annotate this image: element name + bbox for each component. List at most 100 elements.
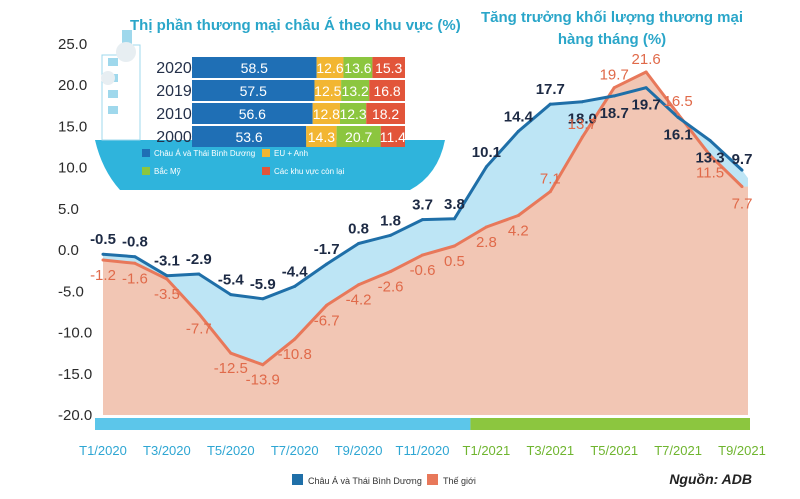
world-point: [580, 135, 584, 139]
asia-data-label: -0.8: [122, 234, 148, 251]
asia-point: [325, 262, 329, 266]
inset-cell: [343, 57, 373, 78]
inset-cell: [192, 103, 313, 124]
ship-window-icon: [108, 58, 118, 66]
x-tick-label: T7/2021: [654, 443, 702, 458]
inset-cell-value: 58.5: [241, 60, 268, 76]
inset-cell-value: 53.6: [235, 129, 262, 145]
inset-cell-value: 12.3: [339, 106, 366, 122]
inset-year-label: 2010: [156, 106, 192, 123]
asia-point: [101, 252, 105, 256]
gear-icon: [101, 71, 115, 85]
world-point: [261, 363, 265, 367]
asia-point: [133, 255, 137, 259]
asia-data-label: 10.1: [472, 144, 501, 161]
inset-cell-value: 12.6: [316, 60, 343, 76]
world-data-label: -13.9: [246, 372, 280, 389]
inset-cell-value: 13.2: [342, 83, 369, 99]
x-axis: T1/2020 T3/2020 T5/2020 T7/2020 T9/2020 T11/2…: [79, 418, 766, 458]
world-data-label: 16.5: [663, 93, 692, 110]
y-tick-label: 5.0: [58, 201, 79, 218]
x-tick-label: T3/2021: [526, 443, 574, 458]
asia-data-label: 18.0: [568, 111, 597, 128]
asia-data-label: 0.8: [348, 221, 369, 238]
inset-cell-value: 12.5: [314, 83, 341, 99]
inset-legend-swatch: [142, 167, 150, 175]
y-tick-label: 15.0: [58, 118, 87, 135]
inset-cell: [192, 126, 307, 147]
world-data-label: -1.6: [122, 270, 148, 287]
asia-point: [484, 165, 488, 169]
inset-cell: [341, 80, 370, 101]
world-data-label: 21.6: [632, 51, 661, 68]
inset-cell: [314, 80, 342, 101]
inset-cell-value: 56.6: [239, 106, 266, 122]
asia-point: [229, 293, 233, 297]
inset-cell: [336, 126, 381, 147]
inset-legend-label: Các khu vực còn lại: [274, 167, 344, 176]
inset-cell: [369, 80, 405, 101]
ship-window-icon: [108, 90, 118, 98]
area-fills: [103, 72, 748, 415]
world-point: [676, 112, 680, 116]
legend-label-asia: Châu Á và Thái Bình Dương: [308, 476, 422, 486]
data-labels: -0.5 -0.8 -3.1 -2.9 -5.4 -5.9 -4.4 -1.7 0.8 1.8 3.…: [90, 51, 752, 389]
chart-legend: Châu Á và Thái Bình Dương Thế giới: [292, 474, 476, 486]
inset-year-label: 2020: [156, 60, 192, 77]
y-tick-label: 0.0: [58, 242, 79, 259]
inset-cell-value: 12.8: [313, 106, 340, 122]
asia-point: [452, 217, 456, 221]
asia-data-label: -3.1: [154, 253, 180, 270]
world-data-label: -0.6: [410, 262, 436, 279]
asia-point: [421, 218, 424, 222]
world-point: [421, 253, 424, 257]
inset-legend-swatch: [262, 167, 270, 175]
asia-point: [676, 115, 680, 119]
y-tick-label: -20.0: [58, 407, 92, 424]
inset-cell-value: 18.2: [372, 106, 399, 122]
asia-point: [644, 86, 648, 90]
asia-point: [740, 168, 744, 172]
chart-title-line2: hàng tháng (%): [558, 31, 666, 48]
source-note: Nguồn: ADB: [669, 471, 752, 487]
world-point: [325, 303, 329, 307]
world-point: [293, 337, 297, 341]
world-data-label: 2.8: [476, 234, 497, 251]
x-tick-label: T9/2020: [335, 443, 383, 458]
world-data-label: -1.2: [90, 267, 116, 284]
inset-cell: [316, 57, 344, 78]
inset-cell-value: 20.7: [345, 129, 372, 145]
world-area: [103, 72, 748, 415]
asia-point: [197, 272, 201, 276]
world-data-label: 7.7: [732, 196, 753, 213]
world-data-label: -7.7: [186, 321, 212, 338]
inset-cell: [312, 103, 340, 124]
x-tick-label: T5/2020: [207, 443, 255, 458]
asia-data-label: 1.8: [380, 212, 401, 229]
share-table: 2020 58.5 12.6 13.6 15.3 2019 57.5 12.5 13.2 16.8…: [156, 57, 406, 147]
asia-data-label: 3.8: [444, 196, 465, 213]
inset-legend-label: Bắc Mỹ: [154, 167, 181, 176]
x-tick-label: T1/2021: [463, 443, 511, 458]
inset-cell-value: 11.4: [380, 129, 406, 145]
asia-data-label: 9.7: [732, 151, 753, 168]
x-tick-label: T3/2020: [143, 443, 191, 458]
asia-data-label: -4.4: [282, 263, 309, 280]
world-data-label: 7.1: [540, 171, 561, 188]
inset-legend: Châu Á và Thái Bình Dương EU + Anh Bắc Mỹ C…: [142, 149, 344, 176]
world-point: [452, 244, 456, 248]
inset-share-panel: 2020 58.5 12.6 13.6 15.3 2019 57.5 12.5 13.2 16.8…: [95, 17, 461, 190]
legend-swatch-world: [427, 474, 438, 485]
asia-data-label: 13.3: [695, 149, 724, 166]
asia-data-label: -5.9: [250, 276, 276, 293]
world-data-label: 13.7: [568, 116, 597, 133]
ship-chimney-icon: [122, 30, 132, 45]
asia-point: [293, 284, 297, 288]
asia-point: [548, 102, 552, 106]
world-point: [197, 312, 201, 316]
world-data-label: 19.7: [600, 67, 629, 84]
x-tick-label: T1/2020: [79, 443, 127, 458]
inset-cell: [339, 103, 367, 124]
